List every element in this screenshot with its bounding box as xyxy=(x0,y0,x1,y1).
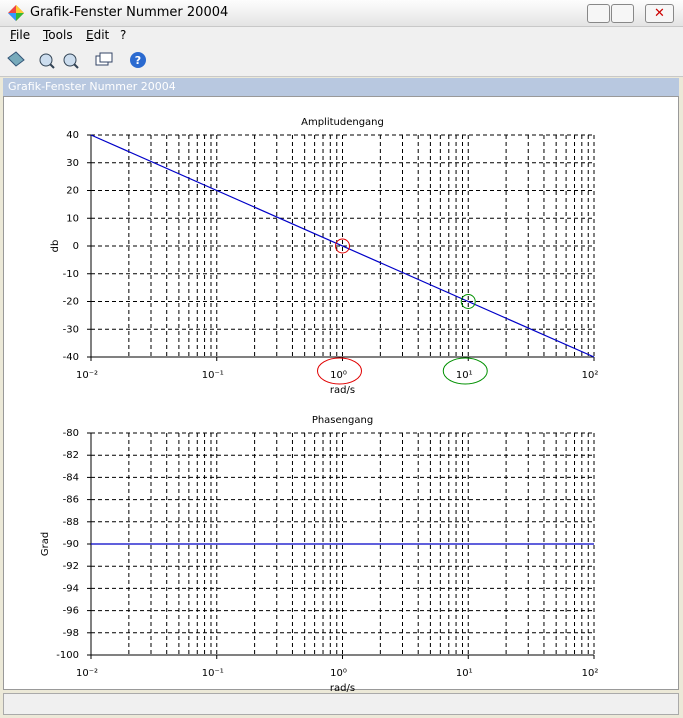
status-bar xyxy=(3,693,679,715)
minimize-button[interactable] xyxy=(587,4,610,23)
rotate-tool[interactable] xyxy=(7,51,25,67)
y-tick-label: -90 xyxy=(63,539,79,550)
y-tick-label: -96 xyxy=(63,606,79,617)
y-tick-label: -98 xyxy=(63,628,79,639)
panel-title: Grafik-Fenster Nummer 20004 xyxy=(3,78,679,96)
x-tick-label: 10⁻² xyxy=(76,668,98,679)
y-tick-label: 40 xyxy=(66,130,79,141)
tick-highlight xyxy=(317,357,362,385)
y-tick-label: -86 xyxy=(63,495,79,506)
menu-item[interactable]: ? xyxy=(120,28,127,42)
zoom-out-tool[interactable] xyxy=(63,53,79,69)
menu-bar: File Tools Edit ? xyxy=(0,27,683,46)
menu-item[interactable]: Edit xyxy=(86,28,110,42)
menu-item[interactable]: File xyxy=(10,28,31,42)
x-tick-label: 10⁻¹ xyxy=(202,370,224,381)
x-tick-label: 10¹ xyxy=(456,668,473,679)
app-icon xyxy=(8,5,24,21)
x-tick-label: 10⁻² xyxy=(76,370,98,381)
y-tick-label: -82 xyxy=(63,450,79,461)
y-tick-label: -88 xyxy=(63,517,79,528)
y-tick-label: -92 xyxy=(63,561,79,572)
y-tick-label: -84 xyxy=(63,472,79,483)
y-tick-label: -94 xyxy=(63,583,79,594)
x-tick-label: 10¹ xyxy=(456,370,473,381)
toolbar-icons: ? xyxy=(7,51,146,69)
svg-text:?: ? xyxy=(135,54,141,67)
x-tick-label: 10² xyxy=(582,370,599,381)
y-tick-label: 0 xyxy=(73,241,79,252)
close-button[interactable]: ✕ xyxy=(645,4,674,23)
y-tick-label: -30 xyxy=(63,324,79,335)
x-axis-label: rad/s xyxy=(330,385,355,396)
help-tool[interactable]: ? xyxy=(130,52,146,68)
title-bar: Grafik-Fenster Nummer 20004 ✕ xyxy=(0,0,683,27)
x-tick-label: 10⁰ xyxy=(330,370,347,381)
maximize-button[interactable] xyxy=(611,4,634,23)
x-tick-label: 10⁻¹ xyxy=(202,668,224,679)
chart-title: Amplitudengang xyxy=(301,117,384,128)
x-axis-label: rad/s xyxy=(330,683,355,694)
menu-item[interactable]: Tools xyxy=(43,28,73,42)
zoom-in-tool[interactable] xyxy=(39,53,55,69)
y-tick-label: 10 xyxy=(66,213,79,224)
point-marker xyxy=(335,238,350,254)
y-tick-label: 20 xyxy=(66,186,79,197)
series-line xyxy=(90,134,595,358)
window-title: Grafik-Fenster Nummer 20004 xyxy=(30,5,229,20)
tick-highlight xyxy=(442,357,488,385)
y-axis-label: Grad xyxy=(40,532,51,556)
x-tick-label: 10² xyxy=(582,668,599,679)
y-tick-label: 30 xyxy=(66,158,79,169)
point-marker xyxy=(460,294,476,309)
y-tick-label: -40 xyxy=(63,352,79,363)
y-axis-label: db xyxy=(50,240,61,253)
y-tick-label: -80 xyxy=(63,428,79,439)
toolbar: ? xyxy=(0,46,683,77)
y-tick-label: -10 xyxy=(63,269,79,280)
y-tick-label: -100 xyxy=(56,650,79,661)
y-tick-label: -20 xyxy=(63,297,79,308)
x-tick-label: 10⁰ xyxy=(330,668,347,679)
datatip-tool[interactable] xyxy=(95,52,113,66)
chart-title: Phasengang xyxy=(312,415,373,426)
